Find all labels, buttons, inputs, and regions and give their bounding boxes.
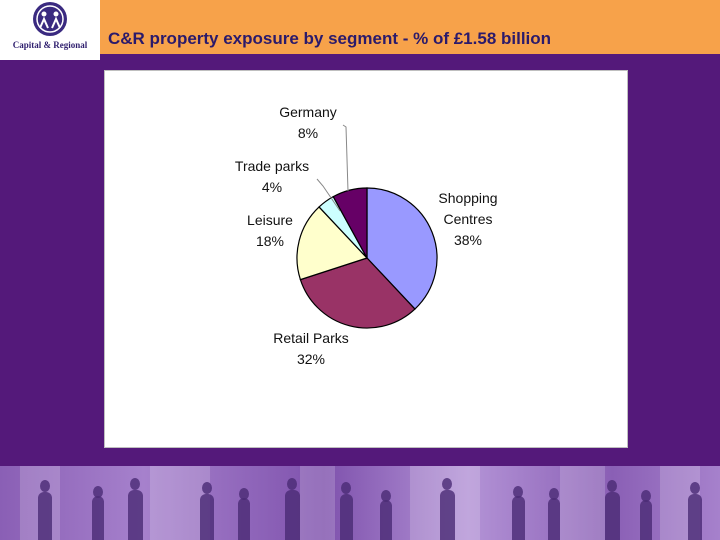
leader-line-trade-parks bbox=[316, 178, 341, 212]
title-bar: C&R property exposure by segment - % of … bbox=[100, 0, 720, 54]
logo-emblem-icon bbox=[33, 2, 67, 36]
slice-label-leisure: Leisure 18% bbox=[247, 212, 293, 249]
page-title: C&R property exposure by segment - % of … bbox=[108, 29, 552, 48]
slice-label-trade-parks: Trade parks 4% bbox=[235, 158, 309, 195]
slice-label-retail-parks: Retail Parks 32% bbox=[273, 330, 348, 367]
footer-photo-banner bbox=[0, 466, 720, 540]
company-logo: Capital & Regional bbox=[0, 0, 100, 60]
slice-label-germany: Germany 8% bbox=[279, 104, 337, 141]
pie-slice-germany bbox=[332, 187, 368, 259]
chart-panel: Shopping Centres 38% Retail Parks 32% Leisure… bbox=[104, 70, 628, 448]
pie-slice-retail-parks bbox=[299, 257, 416, 329]
pie-chart: Shopping Centres 38% Retail Parks 32% Leisure… bbox=[235, 104, 498, 367]
slice-label-shopping-centres: Shopping Centres 38% bbox=[438, 190, 497, 248]
leader-line-germany bbox=[342, 124, 349, 192]
logo-text: Capital & Regional bbox=[12, 40, 88, 50]
pie-slice-leisure bbox=[296, 206, 369, 281]
pie-slice-shopping-centres bbox=[366, 187, 438, 310]
